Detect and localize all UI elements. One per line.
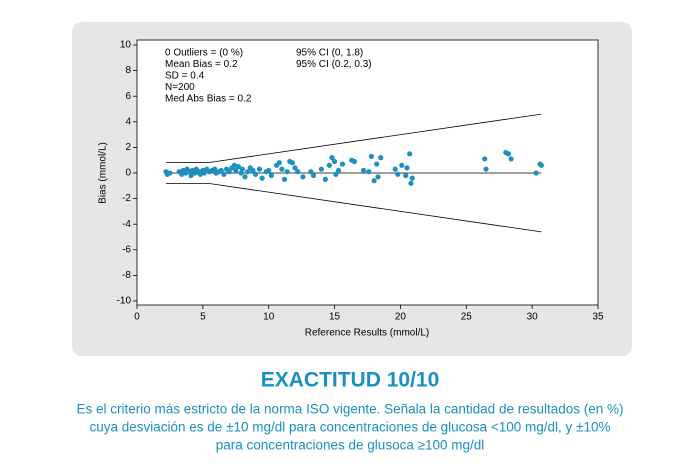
point (395, 171, 401, 177)
reference-line (165, 183, 542, 233)
y-tick-label: -2 (122, 193, 131, 204)
point (331, 158, 338, 165)
point (407, 151, 413, 157)
point (233, 167, 239, 174)
point (482, 156, 488, 162)
point (375, 174, 381, 180)
point (242, 174, 248, 180)
point (284, 169, 290, 175)
y-tick-label: 8 (125, 65, 131, 76)
point (333, 171, 339, 177)
caption-line: cuya desviación es de ±10 mg/dl para con… (89, 420, 610, 435)
point (250, 167, 256, 174)
x-tick-label: 25 (461, 312, 473, 323)
point (322, 176, 328, 182)
point (167, 170, 173, 176)
annotation: Med Abs Bias = 0.2 (165, 94, 252, 105)
y-tick-label: 2 (125, 142, 131, 153)
x-tick-label: 5 (200, 312, 206, 323)
point (218, 167, 224, 174)
point (318, 166, 324, 172)
point (351, 158, 357, 165)
point (366, 169, 372, 175)
y-axis-label: Bias (mmol/L) (98, 142, 109, 204)
point (408, 180, 414, 186)
x-tick-label: 20 (395, 312, 407, 323)
annotation: SD = 0.4 (165, 71, 205, 82)
point (245, 169, 251, 175)
point (276, 160, 282, 166)
y-tick-label: -8 (122, 270, 131, 281)
point (505, 151, 512, 157)
point (533, 170, 539, 176)
point (310, 172, 317, 179)
point (252, 171, 259, 177)
y-tick-label: 4 (125, 116, 131, 127)
caption-line: para concentraciones de glusoca ≥100 mg/… (216, 438, 485, 453)
point (231, 162, 238, 168)
x-tick-label: 35 (592, 312, 604, 323)
reference-line (165, 113, 542, 163)
point (235, 164, 242, 170)
point (239, 166, 245, 172)
point (279, 166, 285, 172)
annotation: N=200 (165, 82, 195, 93)
x-tick-label: 0 (134, 312, 140, 323)
point (335, 167, 342, 174)
point (378, 155, 384, 161)
x-tick-label: 10 (263, 312, 275, 323)
point (188, 172, 194, 179)
annotation: 0 Outliers = (0 %) (165, 48, 243, 59)
y-tick-label: -6 (122, 244, 131, 255)
point (403, 172, 409, 179)
caption-line: Es el criterio más estricto de la norma … (76, 402, 623, 417)
point (256, 166, 263, 172)
point (226, 169, 232, 175)
point (371, 178, 377, 184)
point (268, 172, 274, 179)
point (404, 165, 410, 171)
annotation: Mean Bias = 0.2 (165, 59, 238, 70)
point (308, 169, 314, 175)
point (221, 171, 227, 177)
point (197, 171, 203, 177)
point (409, 175, 415, 181)
point (392, 166, 398, 172)
point (326, 162, 332, 168)
x-axis-label: Reference Results (mmol/L) (305, 328, 429, 339)
x-tick-label: 30 (527, 312, 539, 323)
annotation: 95% CI (0, 1.8) (296, 48, 363, 59)
point (368, 153, 375, 159)
point (266, 167, 272, 174)
caption-title: EXACTITUD 10/10 (261, 369, 440, 392)
y-tick-label: -4 (122, 219, 131, 230)
point (538, 162, 544, 168)
point (295, 169, 301, 175)
y-tick-label: 0 (125, 168, 131, 179)
y-tick-label: 10 (120, 40, 132, 51)
y-tick-label: -10 (117, 296, 132, 307)
point (292, 165, 298, 171)
point (399, 162, 405, 168)
point (339, 161, 346, 167)
point (483, 166, 489, 172)
point (281, 176, 288, 182)
point (289, 160, 296, 166)
point (259, 175, 265, 181)
annotation: 95% CI (0.2, 0.3) (296, 59, 372, 70)
point (300, 174, 306, 180)
y-tick-label: 6 (125, 91, 131, 102)
point (201, 170, 207, 176)
point (360, 167, 367, 174)
x-tick-label: 15 (329, 312, 341, 323)
point (508, 156, 514, 162)
point (329, 155, 335, 161)
point (374, 161, 380, 167)
